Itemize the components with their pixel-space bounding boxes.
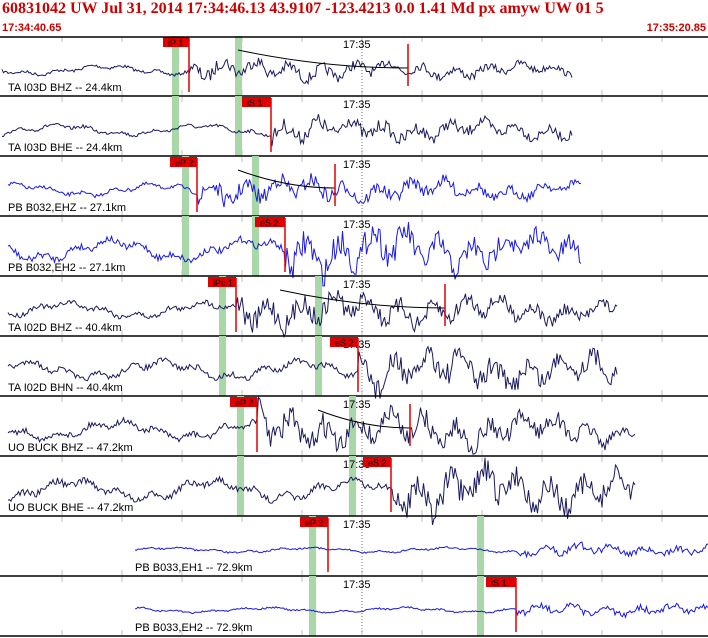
arrival-band [477,576,484,636]
pick-label: eP 2 [305,518,323,528]
coda-curve [237,169,336,189]
waveform [7,289,618,339]
station-label: PB B033,EH1 -- 72.9km [135,562,252,574]
pick-label: iS 1 [247,98,263,108]
pick-label: eP 2 [235,398,253,408]
end-time-label: 17:35:20.85 [646,22,706,34]
start-time-label: 17:34:40.65 [2,22,62,34]
event-header: 60831042 UW Jul 31, 2014 17:34:46.13 43.… [0,0,708,36]
station-label: UO BUCK BHZ -- 47.2km [8,442,133,454]
pick-label: eP 2 [175,158,193,168]
trace-row[interactable]: 17:35 iP 1 TA I03D BHZ -- 24.4km [0,36,708,97]
pick-marker[interactable] [330,337,358,347]
waveform [7,222,582,287]
minute-label: 17:35 [343,579,371,591]
coda-curve [317,409,411,429]
waveform [7,173,582,208]
trace-row[interactable]: 17:35 iPc 1 TA I02D BHZ -- 40.4km [0,276,708,339]
pick-marker[interactable] [230,397,257,407]
arrival-band [172,96,179,156]
minute-label: 17:35 [343,39,371,51]
arrival-band [182,156,189,216]
station-label: TA I02D BHZ -- 40.4km [8,322,122,334]
pick-marker[interactable] [208,277,236,287]
waveform [7,457,636,526]
arrival-band [252,156,259,216]
pick-marker[interactable] [300,517,328,527]
station-label: PB B033,EH2 -- 72.9km [135,622,252,634]
pick-marker[interactable] [163,37,189,47]
station-label: TA I02D BHN -- 40.4km [8,382,123,394]
arrival-band [252,216,259,276]
arrival-band [172,36,179,96]
arrival-band [349,456,356,516]
pick-label: eS 2 [260,218,279,228]
pick-label: iP 1 [168,38,183,48]
trace-row[interactable]: 17:35 eP 2 PB B032,EHZ -- 27.1km [0,156,708,217]
waveform [134,541,708,559]
pick-label: iS 1 [491,578,507,588]
arrival-band [219,276,226,336]
trace-row[interactable]: 17:35 iS 1 PB B033,EH2 -- 72.9km [0,576,708,637]
station-label: PB B032,EH2 -- 27.1km [8,262,125,274]
waveform [7,395,636,455]
coda-curve [237,49,409,69]
trace-row[interactable]: 17:35 eP 2 UO BUCK BHZ -- 47.2km [0,395,708,457]
station-label: TA I03D BHE -- 24.4km [8,142,122,154]
arrival-band [477,516,484,576]
arrival-band [309,576,316,636]
pick-label: eS 2 [335,338,354,348]
station-label: PB B032,EHZ -- 27.1km [8,202,126,214]
waveform [7,345,618,399]
minute-label: 17:35 [343,279,371,291]
pick-label: iPc 1 [213,278,233,288]
arrival-band [235,36,242,96]
minute-label: 17:35 [343,99,371,111]
seismogram-panel[interactable]: 17:35 iP 1 TA I03D BHZ -- 24.4km 17:35 iS 1 T… [0,36,708,638]
minute-label: 17:35 [343,519,371,531]
trace-row[interactable]: 17:35 iS 1 TA I03D BHE -- 24.4km [0,96,708,157]
waveform [1,114,573,147]
arrival-band [237,396,244,456]
arrival-band [235,96,242,156]
coda-curve [279,289,446,309]
event-title: 60831042 UW Jul 31, 2014 17:34:46.13 43.… [2,0,604,17]
minute-label: 17:35 [343,159,371,171]
arrival-band [182,216,189,276]
minute-label: 17:35 [343,219,371,231]
pick-marker[interactable] [242,97,271,107]
arrival-band [315,276,322,336]
arrival-band [237,456,244,516]
pick-marker[interactable] [255,217,285,227]
pick-label: eS 2 [368,458,387,468]
waveform [1,57,573,86]
minute-label: 17:35 [343,399,371,411]
pick-marker[interactable] [170,157,197,167]
pick-marker[interactable] [486,577,516,587]
trace-row[interactable]: 17:35 eS 2 PB B032,EH2 -- 27.1km [0,216,708,287]
arrival-band [309,516,316,576]
arrival-band [219,336,226,396]
station-label: TA I03D BHZ -- 24.4km [8,82,122,94]
waveform [134,601,708,619]
pick-marker[interactable] [363,457,391,467]
trace-row[interactable]: 17:35 eP 2 PB B033,EH1 -- 72.9km [0,516,708,577]
station-label: UO BUCK BHE -- 47.2km [8,502,133,514]
